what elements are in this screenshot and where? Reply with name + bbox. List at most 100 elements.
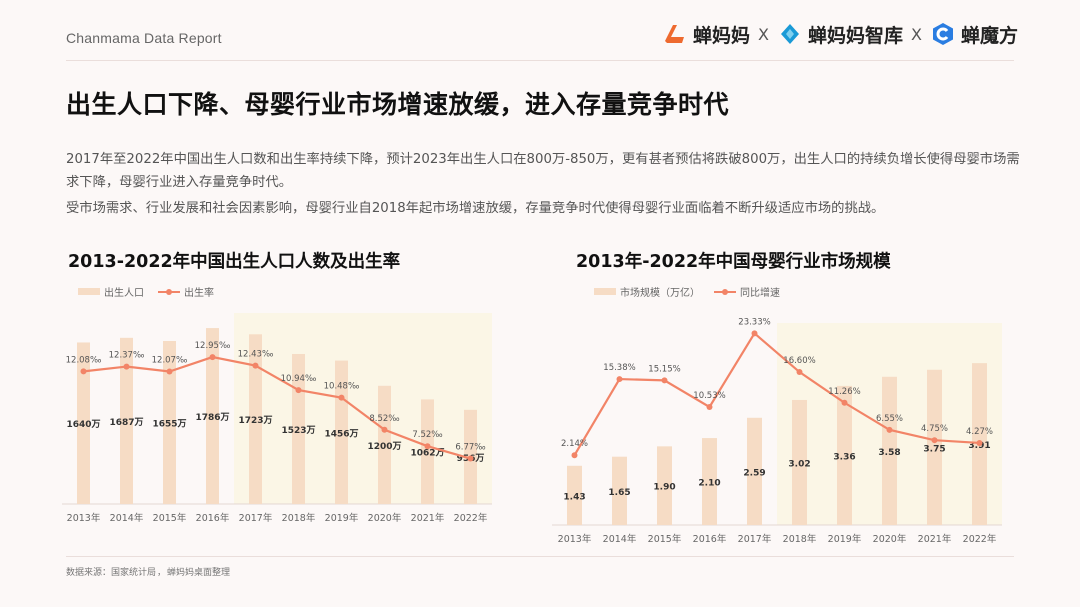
bar-value-label: 2.10 — [698, 479, 720, 489]
rate-point — [976, 439, 983, 446]
legend-label: 同比增速 — [740, 288, 780, 299]
bar-value-label: 1723万 — [238, 415, 272, 426]
x-tick-label: 2013年 — [558, 533, 592, 545]
rate-value-label: 7.52‰ — [412, 430, 442, 440]
rate-value-label: 6.55% — [876, 414, 903, 424]
bar — [378, 385, 391, 504]
bar-value-label: 1655万 — [152, 418, 186, 429]
rate-point — [381, 426, 388, 433]
x-tick-label: 2015年 — [153, 512, 187, 524]
x-tick-label: 2020年 — [873, 533, 907, 545]
x-tick-label: 2022年 — [454, 512, 488, 524]
rate-line — [83, 355, 471, 460]
chart-birth-population: 1640万 1687万 1655万 1786万 1723万 1523万 1456万 1200万… — [62, 313, 492, 524]
rate-point — [706, 403, 713, 410]
page-title: 出生人口下降、母婴行业市场增速放缓，进入存量竞争时代 — [66, 90, 730, 119]
rate-point — [80, 368, 87, 375]
legend-swatch-line — [158, 288, 180, 296]
rate-point — [295, 387, 302, 394]
bar-value-label: 1456万 — [324, 428, 358, 439]
rate-value-label: 6.77‰ — [455, 443, 485, 453]
legend-item-growth: 同比增速 — [714, 284, 780, 299]
intro-paragraph-secondary: 受市场需求、行业发展和社会因素影响，母婴行业自2018年起市场增速放缓，存量竞争… — [66, 201, 885, 216]
rate-value-label: 4.27% — [966, 427, 993, 437]
chanmofang-logo-icon — [932, 23, 953, 45]
x-tick-label: 2019年 — [828, 533, 862, 545]
legend-item-birth-population: 出生人口 — [78, 284, 144, 299]
chanmama-zhiku-logo-icon — [781, 24, 799, 44]
logo-chanmofang: 蝉魔方 — [930, 21, 1018, 48]
source-separator: ， — [157, 568, 167, 578]
rate-value-label: 10.53% — [693, 391, 725, 401]
bar — [249, 334, 262, 504]
rate-point — [424, 443, 431, 450]
bar — [702, 438, 717, 525]
rate-point — [931, 437, 938, 444]
chart-legend-birth: 出生人口 出生率 — [78, 284, 214, 299]
x-tick-label: 2016年 — [196, 512, 230, 524]
highlight-region — [234, 313, 492, 504]
rate-point — [338, 394, 345, 401]
source-item: 国家统计局 — [111, 568, 157, 578]
rate-value-label: 12.07‰ — [152, 356, 188, 366]
chanmama-logo-icon — [665, 25, 685, 43]
rate-value-label: 10.94‰ — [281, 374, 317, 384]
bar-value-label: 3.02 — [788, 459, 810, 469]
rate-value-label: 15.38% — [603, 363, 635, 373]
data-source: 数据来源：国家统计局，蝉妈妈桌面整理 — [66, 565, 230, 578]
bar — [747, 417, 762, 525]
rate-value-label: 4.75% — [921, 424, 948, 434]
bar — [837, 385, 852, 525]
x-tick-label: 2016年 — [693, 533, 727, 545]
logo-chanmama: 蝉妈妈 — [662, 21, 750, 48]
bar-value-label: 1062万 — [410, 448, 444, 459]
chart-market-size: 1.43 1.65 1.90 2.10 2.59 3.02 3.36 3.58 3.75 3.91… — [552, 317, 1002, 545]
chart-legend-market: 市场规模（万亿） 同比增速 — [594, 284, 780, 299]
bar-value-label: 3.75 — [923, 444, 945, 454]
report-brand: Chanmama Data Report — [66, 30, 222, 46]
bar — [163, 340, 176, 504]
rate-point — [209, 354, 216, 361]
x-tick-label: 2021年 — [411, 512, 445, 524]
logo-zhiku: 蝉妈妈智库 — [777, 21, 903, 48]
x-tick-label: 2013年 — [67, 512, 101, 524]
bar — [120, 337, 133, 504]
rate-point — [616, 376, 623, 383]
legend-label: 市场规模（万亿） — [620, 288, 700, 299]
rate-point — [571, 452, 578, 459]
x-tick-label: 2020年 — [368, 512, 402, 524]
legend-swatch-bar — [78, 288, 100, 295]
bar-value-label: 1200万 — [367, 441, 401, 452]
x-tick-label: 2017年 — [738, 533, 772, 545]
partner-logos: 蝉妈妈 X 蝉妈妈智库 X 蝉魔方 — [662, 18, 1018, 50]
logo-separator: X — [911, 24, 922, 44]
source-label: 数据来源： — [66, 568, 112, 578]
bar — [567, 465, 582, 525]
rate-value-label: 12.95‰ — [195, 341, 231, 351]
bar-value-label: 3.58 — [878, 448, 900, 458]
rate-value-label: 16.60% — [783, 356, 815, 366]
bar-value-label: 2.59 — [743, 468, 765, 478]
x-tick-label: 2022年 — [963, 533, 997, 545]
chart-title-market: 2013年-2022年中国母婴行业市场规模 — [576, 252, 891, 272]
legend-label: 出生人口 — [104, 288, 144, 299]
bar-value-label: 1.90 — [653, 483, 675, 493]
bar — [206, 328, 219, 504]
bar — [421, 399, 434, 504]
footer-divider — [66, 556, 1014, 557]
rate-point — [467, 455, 474, 462]
logo-chanmama-label: 蝉妈妈 — [693, 24, 751, 47]
rate-point — [123, 363, 130, 370]
bar — [882, 376, 897, 525]
rate-value-label: 10.48‰ — [324, 382, 360, 392]
rate-value-label: 12.08‰ — [66, 355, 102, 365]
legend-label: 出生率 — [184, 288, 214, 299]
legend-item-birth-rate: 出生率 — [158, 284, 214, 299]
bar-value-label: 3.36 — [833, 452, 855, 462]
bar-value-label: 1687万 — [109, 417, 143, 428]
rate-point — [841, 399, 848, 406]
rate-point — [886, 426, 893, 433]
x-tick-label: 2014年 — [603, 533, 637, 545]
bar-value-label: 1.43 — [563, 492, 585, 502]
rate-point — [796, 369, 803, 376]
